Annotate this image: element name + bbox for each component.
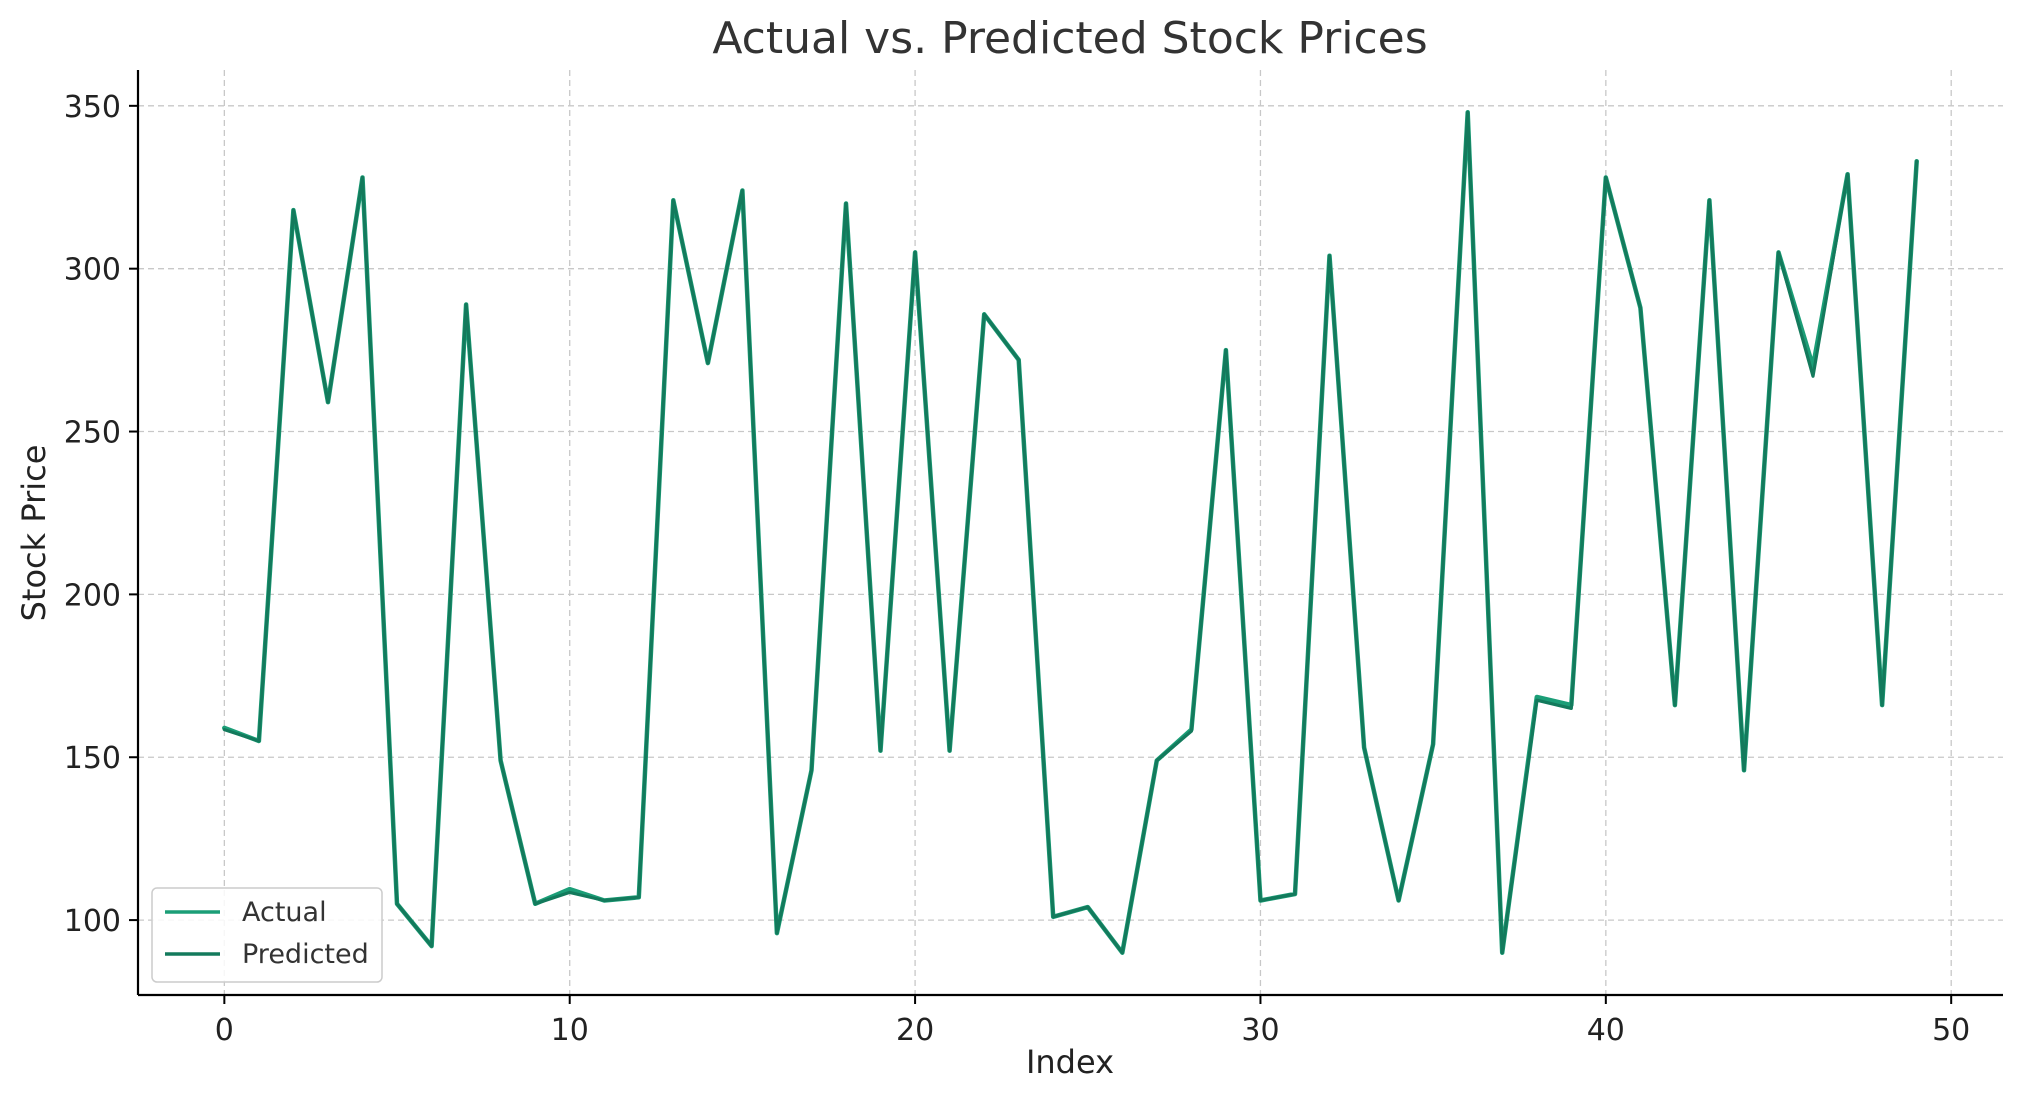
y-tick-label: 150 bbox=[64, 741, 121, 776]
x-tick-label: 50 bbox=[1932, 1013, 1970, 1048]
legend-label-actual: Actual bbox=[242, 897, 327, 928]
y-tick-label: 250 bbox=[64, 416, 121, 451]
x-tick-label: 20 bbox=[896, 1013, 934, 1048]
legend-label-predicted: Predicted bbox=[242, 939, 369, 970]
y-tick-label: 350 bbox=[64, 90, 121, 125]
legend: Actual Predicted bbox=[151, 887, 383, 983]
grid-lines bbox=[138, 70, 2003, 995]
series-line-predicted bbox=[222, 110, 1919, 955]
y-tick-label: 200 bbox=[64, 578, 121, 613]
chart-title: Actual vs. Predicted Stock Prices bbox=[712, 13, 1427, 64]
x-tick-label: 40 bbox=[1587, 1013, 1625, 1048]
x-axis-label: Index bbox=[1026, 1043, 1114, 1081]
x-tick-label: 10 bbox=[551, 1013, 589, 1048]
x-tick-label: 0 bbox=[215, 1013, 234, 1048]
series-lines bbox=[222, 110, 1919, 955]
axes bbox=[136, 70, 2003, 997]
series-line-actual bbox=[222, 110, 1919, 955]
y-axis-label: Stock Price bbox=[15, 445, 53, 622]
axis-ticks: 0 10 20 30 40 50 100 150 200 250 300 350 bbox=[64, 90, 1971, 1048]
x-tick-label: 30 bbox=[1241, 1013, 1279, 1048]
y-tick-label: 100 bbox=[64, 904, 121, 939]
y-tick-label: 300 bbox=[64, 253, 121, 288]
